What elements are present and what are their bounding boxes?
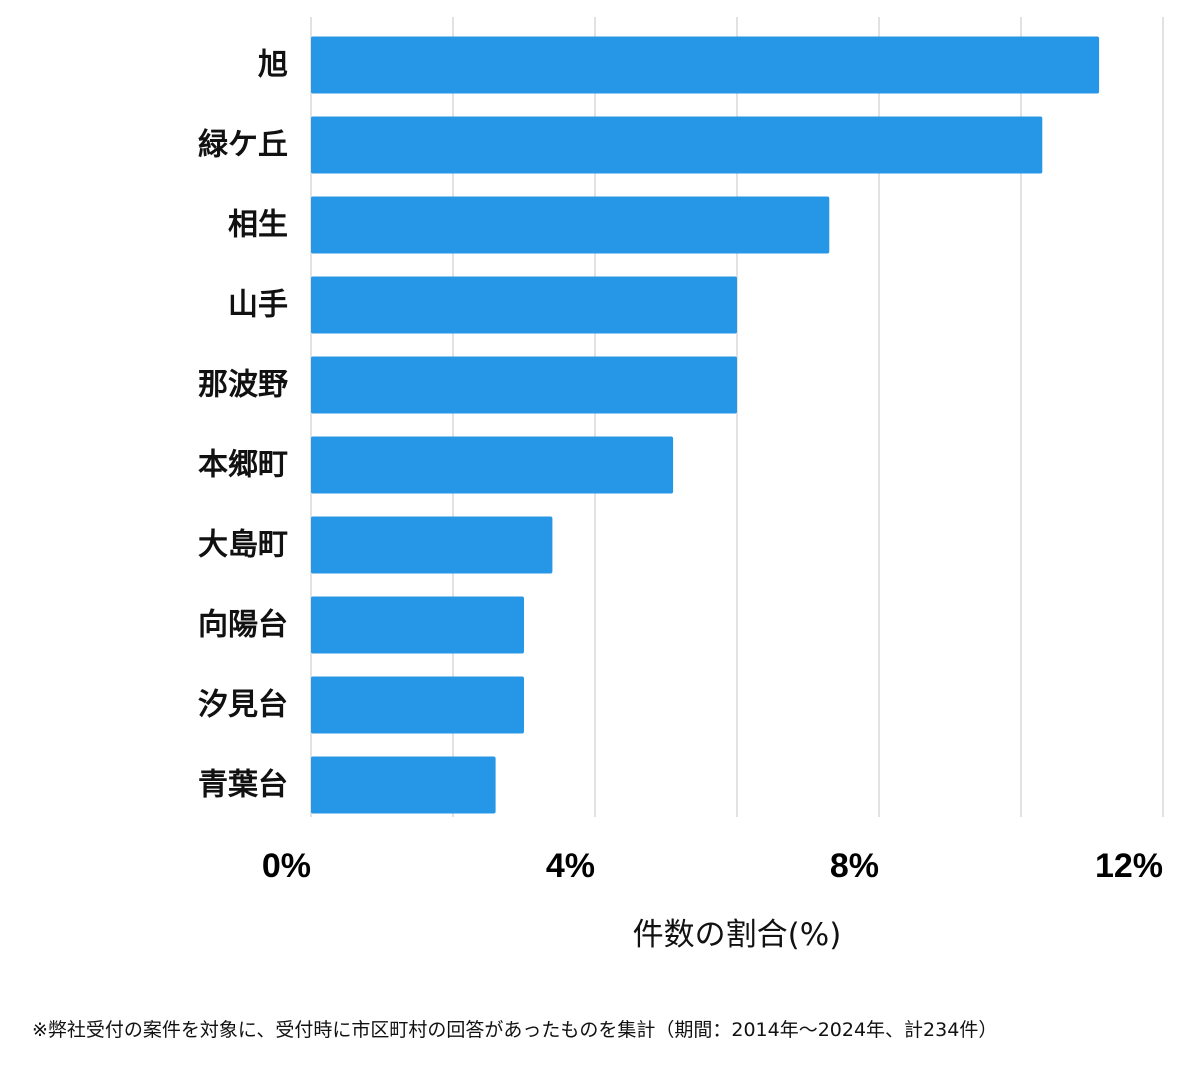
category-label-1: 緑ケ丘: [198, 128, 288, 163]
bars: [311, 36, 1100, 814]
bar-9: [311, 756, 496, 814]
bar-3: [311, 276, 737, 334]
category-label-9: 青葉台: [198, 768, 288, 803]
category-label-3: 山手: [228, 288, 288, 323]
bar-5: [311, 436, 674, 494]
x-tick-labels: 0% 4% 8% 12%: [262, 847, 1163, 885]
x-tick-label-2: 8%: [830, 847, 879, 885]
category-label-2: 相生: [228, 208, 288, 243]
category-label-6: 大島町: [198, 528, 288, 563]
category-label-0: 旭: [258, 48, 288, 83]
bar-6: [311, 516, 553, 574]
bar-2: [311, 196, 830, 254]
footnote: ※弊社受付の案件を対象に、受付時に市区町村の回答があったものを集計（期間：201…: [32, 1019, 998, 1041]
bar-4: [311, 356, 737, 414]
bar-8: [311, 676, 524, 734]
bar-7: [311, 596, 524, 654]
x-tick-label-3: 12%: [1095, 847, 1163, 885]
category-label-7: 向陽台: [198, 608, 288, 643]
x-tick-label-0: 0%: [262, 847, 311, 885]
category-label-8: 汐見台: [198, 688, 288, 723]
bar-1: [311, 116, 1043, 174]
bar-0: [311, 36, 1100, 94]
x-tick-label-1: 4%: [546, 847, 595, 885]
category-label-4: 那波野: [198, 368, 288, 403]
x-axis-title: 件数の割合(%): [633, 917, 842, 953]
category-label-5: 本郷町: [198, 448, 288, 483]
